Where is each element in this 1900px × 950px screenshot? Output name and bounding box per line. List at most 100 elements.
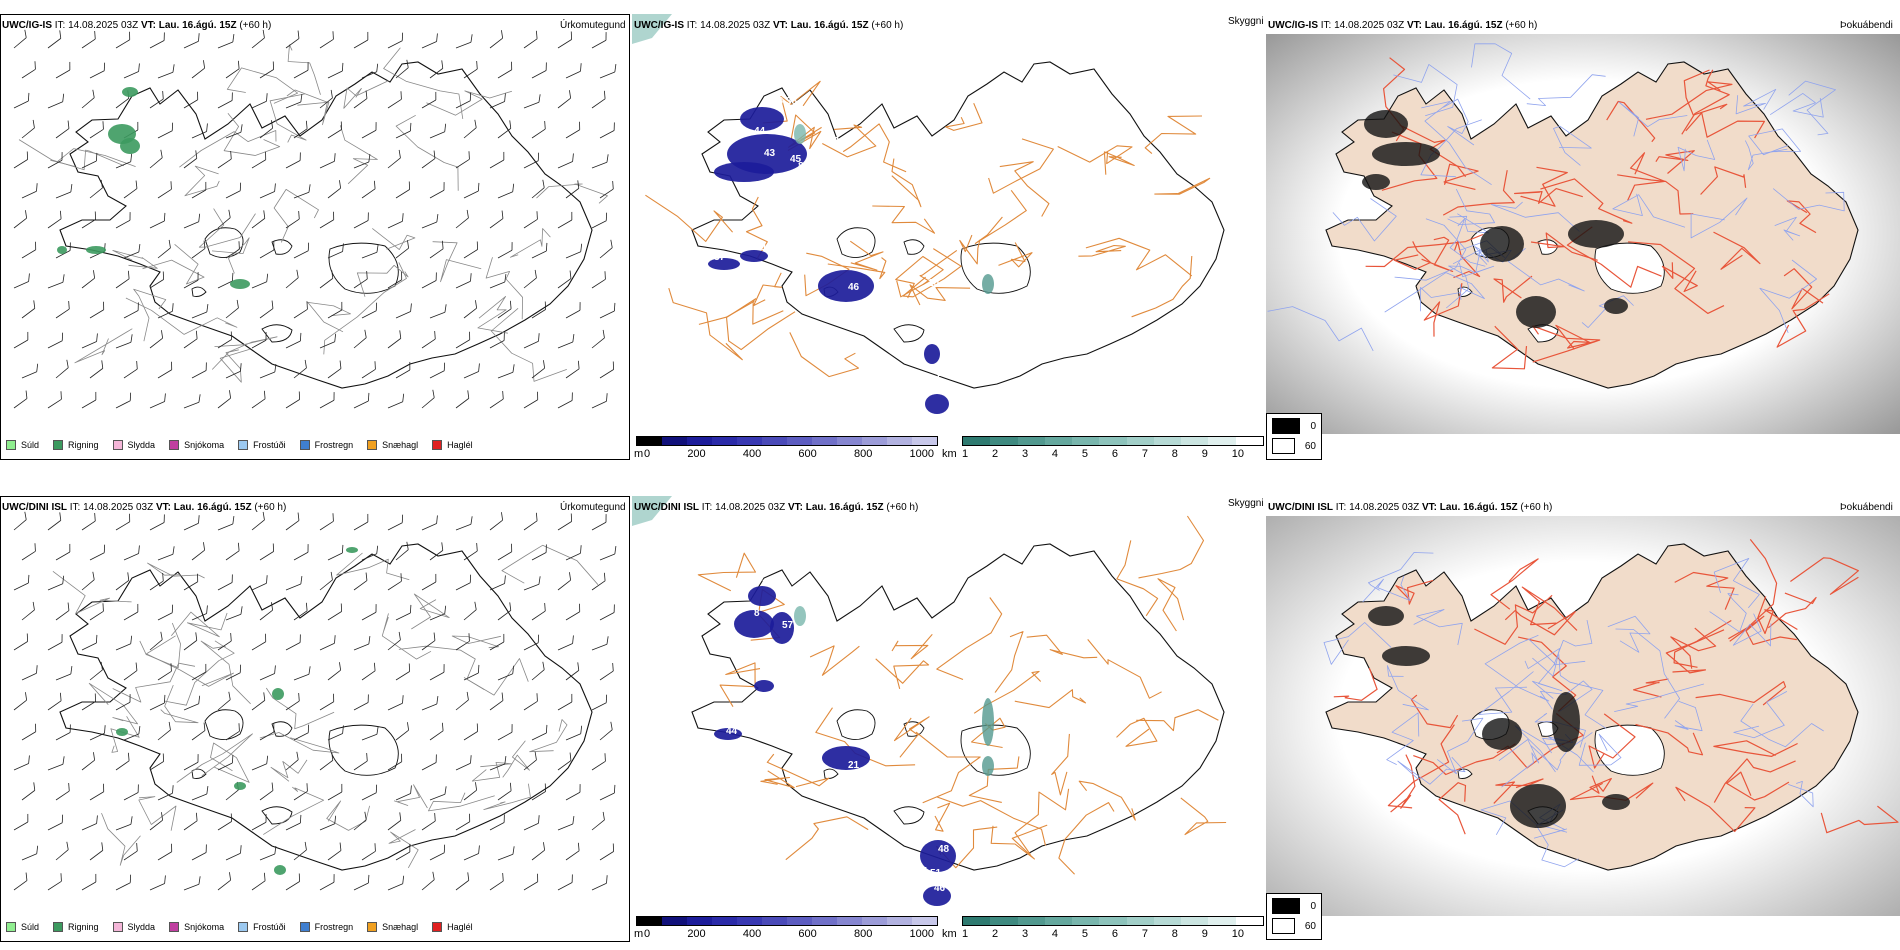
legend-item-3: Snjókoma — [169, 440, 224, 450]
colorbar-tick-5: 1000 — [909, 448, 934, 460]
fog-index-map — [1266, 34, 1900, 434]
colorbar-tick-3: 4 — [1051, 448, 1059, 460]
colorbar-tick-2: 400 — [742, 928, 762, 940]
colorbar-bin-4 — [737, 917, 762, 925]
colorbar-bin-0 — [637, 917, 662, 925]
colorbar-tick-0: 0 — [644, 448, 651, 460]
colorbar-tick-5: 6 — [1111, 928, 1118, 940]
legend-swatch — [299, 922, 310, 932]
visibility-label: 16 — [762, 578, 774, 589]
colorbar-tick-5: 1000 — [909, 928, 934, 940]
visibility-label: 44 — [726, 726, 738, 737]
header-row2-ptype: UWC/DINI ISL IT: 14.08.2025 03Z VT: Lau.… — [2, 502, 287, 513]
visibility-unit-row1: km — [942, 448, 957, 460]
precip-type-panel-row1: Súld Rigning Slydda Snjókoma Frostúði Frostre… — [0, 14, 632, 464]
fog-legend-swatch — [1272, 418, 1301, 434]
colorbar-bin-0 — [963, 917, 991, 925]
fog-legend-swatch — [1272, 438, 1295, 454]
colorbar-tick-3: 600 — [798, 928, 817, 940]
colorbar-tick-9: 10 — [1231, 448, 1244, 460]
colorbar-tick-4: 800 — [853, 928, 873, 940]
legend-swatch — [53, 922, 64, 932]
ceiling-vis-panel-row2: 16 62 8 57 56 44 21 48 55 51 46 — [632, 496, 1262, 946]
colorbar-bin-9 — [862, 437, 887, 445]
colorbar-bin-5 — [1099, 917, 1127, 925]
colorbar-tick-1: 2 — [991, 448, 999, 460]
visibility-label: 5 — [937, 374, 943, 385]
title-precip-type-row1: Úrkomutegund — [560, 20, 626, 31]
colorbar-bin-0 — [637, 437, 662, 445]
legend-item-6: Snæhagl — [367, 440, 418, 450]
legend-item-7: Haglél — [432, 440, 473, 450]
precip-type-map — [13, 29, 617, 409]
legend-label: Frostregn — [314, 922, 354, 932]
fog-legend-swatch — [1272, 898, 1301, 914]
colorbar-tick-2: 3 — [1021, 448, 1029, 460]
colorbar-tick-7: 8 — [1171, 928, 1178, 940]
header-row1-ptype: UWC/IG-IS IT: 14.08.2025 03Z VT: Lau. 16… — [2, 20, 272, 31]
title-fog-row1: Þokuábendi — [1840, 20, 1893, 31]
visibility-colorbar-row2 — [962, 916, 1264, 926]
title-fog-row2: Þokuábendi — [1840, 502, 1893, 513]
visibility-label: 21 — [954, 386, 966, 397]
colorbar-tick-0: 1 — [962, 928, 969, 940]
header-row2-fog: UWC/DINI ISL IT: 14.08.2025 03Z VT: Lau.… — [1268, 502, 1553, 513]
colorbar-tick-2: 400 — [742, 448, 762, 460]
legend-item-7: Haglél — [432, 922, 473, 932]
colorbar-tick-8: 9 — [1201, 928, 1208, 940]
colorbar-bin-10 — [887, 437, 912, 445]
colorbar-bin-4 — [1072, 917, 1100, 925]
header-row1-fog: UWC/IG-IS IT: 14.08.2025 03Z VT: Lau. 16… — [1268, 20, 1538, 31]
precip-type-legend: Súld Rigning Slydda Snjókoma Frostúði Frostre… — [6, 922, 487, 932]
fog-legend-item-0: 0 — [1272, 898, 1316, 914]
title-ceiling-row2: Skyggni — [1228, 498, 1264, 509]
fog-index-map — [1266, 516, 1900, 916]
visibility-label: 55 — [916, 866, 928, 877]
colorbar-tick-1: 200 — [687, 928, 706, 940]
legend-swatch — [367, 440, 378, 450]
visibility-unit-row2: km — [942, 928, 957, 940]
legend-swatch — [238, 440, 249, 450]
colorbar-bin-11 — [912, 917, 937, 925]
colorbar-bin-5 — [762, 437, 787, 445]
title-precip-type-row2: Úrkomutegund — [560, 502, 626, 513]
colorbar-bin-1 — [990, 917, 1018, 925]
visibility-label: 8 — [754, 608, 760, 619]
ceiling-ticks-row1: 0 200 400 600 800 1000 — [644, 448, 934, 460]
visibility-label: 10 — [928, 278, 940, 289]
colorbar-bin-3 — [1044, 917, 1073, 925]
colorbar-tick-9: 10 — [1231, 928, 1244, 940]
colorbar-bin-7 — [812, 437, 837, 445]
colorbar-bin-3 — [712, 437, 737, 445]
colorbar-tick-1: 200 — [687, 448, 706, 460]
colorbar-bin-2 — [687, 437, 712, 445]
fog-legend-label: 60 — [1304, 920, 1316, 932]
header-row1-ceiling: UWC/IG-IS IT: 14.08.2025 03Z VT: Lau. 16… — [634, 20, 904, 31]
colorbar-bin-10 — [1235, 437, 1263, 445]
colorbar-tick-1: 2 — [991, 928, 999, 940]
legend-swatch — [53, 440, 64, 450]
colorbar-tick-0: 0 — [644, 928, 651, 940]
legend-label: Snjókoma — [184, 440, 225, 450]
colorbar-bin-0 — [963, 437, 991, 445]
colorbar-bin-7 — [812, 917, 837, 925]
visibility-label: 12 — [828, 136, 840, 147]
ceiling-unit-row2: m — [634, 928, 644, 940]
legend-swatch — [238, 922, 249, 932]
colorbar-tick-2: 3 — [1021, 928, 1029, 940]
visibility-label: 62 — [776, 576, 788, 587]
legend-item-5: Frostregn — [299, 440, 353, 450]
visibility-label: 46 — [848, 282, 860, 293]
colorbar-bin-4 — [737, 437, 762, 445]
legend-swatch — [367, 922, 378, 932]
colorbar-bin-3 — [712, 917, 737, 925]
colorbar-bin-11 — [912, 437, 937, 445]
colorbar-bin-1 — [990, 437, 1018, 445]
colorbar-tick-7: 8 — [1171, 448, 1178, 460]
visibility-label: 7 — [798, 196, 804, 207]
colorbar-tick-0: 1 — [962, 448, 969, 460]
legend-swatch — [112, 440, 123, 450]
colorbar-tick-4: 5 — [1081, 928, 1088, 940]
legend-item-1: Rigning — [53, 922, 99, 932]
ceiling-colorbar-row2 — [636, 916, 938, 926]
